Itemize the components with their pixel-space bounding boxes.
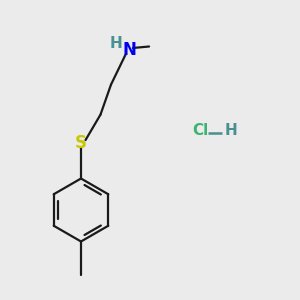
Text: S: S: [75, 134, 87, 152]
Text: H: H: [225, 123, 238, 138]
Text: Cl: Cl: [192, 123, 208, 138]
Text: H: H: [110, 36, 123, 51]
Text: N: N: [122, 41, 136, 59]
